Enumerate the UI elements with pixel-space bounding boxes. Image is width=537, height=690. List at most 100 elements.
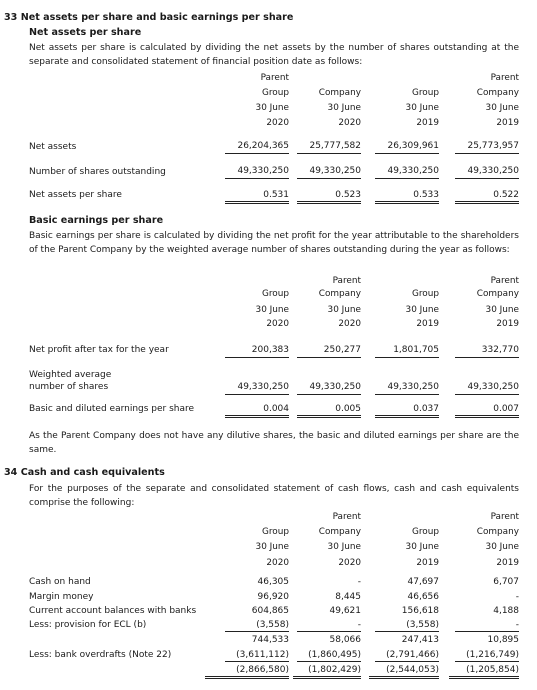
col4-header-l3: 30 June: [485, 542, 519, 552]
cell: (1,860,495): [297, 650, 361, 662]
col1-header-l2: Group: [261, 88, 289, 98]
row-label: Less: provision for ECL (b): [29, 620, 147, 630]
cell: 47,697: [407, 577, 440, 587]
eps-intro-paragraph: Basic earnings per share is calculated b…: [29, 231, 519, 255]
cell: (2,791,466): [375, 650, 439, 662]
col4-header-l1: Parent: [490, 512, 519, 522]
cell: 0.007: [455, 404, 519, 418]
cell: 46,656: [407, 592, 440, 602]
cell: 200,383: [225, 345, 289, 358]
col2-header-l3: 30 June: [327, 103, 361, 113]
col4-header-l3: 30 June: [485, 305, 519, 315]
col2-header-l1: Parent: [332, 276, 361, 286]
col4-header-l1: Parent: [490, 276, 519, 286]
cell: 46,305: [257, 577, 290, 587]
row-label: Current account balances with banks: [29, 606, 197, 616]
col2-header-l3: 30 June: [327, 305, 361, 315]
cell: 96,920: [257, 592, 290, 602]
cell: 49,330,250: [225, 382, 289, 395]
cell: 8,445: [335, 592, 361, 602]
col2-header-l1: Parent: [332, 512, 361, 522]
col3-header-l3: 30 June: [405, 305, 439, 315]
row-label-2: number of shares: [29, 382, 109, 392]
cell: 26,204,365: [225, 141, 289, 154]
cell: 247,413: [401, 635, 439, 645]
cell: 10,895: [487, 635, 520, 645]
col2-header-l4: 2020: [338, 319, 361, 329]
col2-header-l4: 2020: [338, 558, 361, 568]
cell: 49,621: [329, 606, 362, 616]
cell: 49,330,250: [375, 382, 439, 395]
col2-header-l2: Company: [318, 527, 361, 537]
cell: 25,773,957: [455, 141, 519, 154]
cell: -: [455, 620, 519, 632]
col4-header-l4: 2019: [496, 319, 519, 329]
col3-header-l3: 30 June: [405, 103, 439, 113]
col1-header-l3: 30 June: [255, 305, 289, 315]
row-label: Net assets per share: [29, 190, 122, 200]
col1-header-l2: Group: [261, 289, 289, 299]
cell: 49,330,250: [297, 382, 361, 395]
cash-intro-paragraph: For the purposes of the separate and con…: [29, 484, 519, 508]
col2-header-l3: 30 June: [327, 542, 361, 552]
col2-header-l2: Company: [318, 88, 361, 98]
cell: 0.531: [225, 190, 289, 204]
col3-header-l2: Group: [411, 527, 439, 537]
row-label: Net assets: [29, 142, 77, 152]
col1-header-l4: 2020: [266, 558, 289, 568]
cell: 49,330,250: [455, 166, 519, 179]
cell: 0.004: [225, 404, 289, 418]
col1-header-l3: 30 June: [255, 103, 289, 113]
cell: 0.037: [375, 404, 439, 418]
cell: (2,866,580): [205, 665, 289, 679]
row-label: Less: bank overdrafts (Note 22): [29, 650, 172, 660]
cell: (3,558): [375, 620, 439, 632]
col2-header-l1: Parent: [260, 73, 289, 83]
nav-per-share-title: Net assets per share: [29, 27, 142, 38]
col4-header-l1: Parent: [490, 73, 519, 83]
cell: 49,330,250: [225, 166, 289, 179]
col1-header-l4: 2020: [266, 118, 289, 128]
cell: -: [515, 592, 519, 602]
col4-header-l2: Company: [476, 527, 519, 537]
nav-intro-paragraph: Net assets per share is calculated by di…: [29, 43, 519, 67]
col3-header-l4: 2019: [416, 118, 439, 128]
cell: 4,188: [493, 606, 519, 616]
cell: 25,777,582: [297, 141, 361, 154]
col4-header-l2: Company: [476, 88, 519, 98]
col1-header-l2: Group: [261, 527, 289, 537]
row-label: Margin money: [29, 592, 94, 602]
col4-header-l4: 2019: [496, 118, 519, 128]
cell: 58,066: [329, 635, 362, 645]
cell: 1,801,705: [375, 345, 439, 358]
cell: 49,330,250: [297, 166, 361, 179]
cell: 0.533: [375, 190, 439, 204]
col3-header-l4: 2019: [416, 319, 439, 329]
row-label: Net profit after tax for the year: [29, 345, 169, 355]
col3-header-l2: Group: [411, 289, 439, 299]
cell: 26,309,961: [375, 141, 439, 154]
cell: 0.005: [297, 404, 361, 418]
cell: 744,533: [251, 635, 289, 645]
cell: 0.523: [297, 190, 361, 204]
row-label: Cash on hand: [29, 577, 91, 587]
col1-header-l4: 2020: [266, 319, 289, 329]
col4-header-l3: 30 June: [485, 103, 519, 113]
section-33-title: 33 Net assets per share and basic earnin…: [4, 12, 294, 23]
cell: 49,330,250: [455, 382, 519, 395]
row-label: Number of shares outstanding: [29, 167, 166, 177]
cell: (1,216,749): [455, 650, 519, 662]
cell: (3,558): [225, 620, 289, 632]
col1-header-l3: 30 June: [255, 542, 289, 552]
col4-header-l2: Company: [476, 289, 519, 299]
cell: (1,802,429): [293, 665, 361, 679]
cell: -: [357, 577, 361, 587]
col2-header-l4: 2020: [338, 118, 361, 128]
row-label: Basic and diluted earnings per share: [29, 404, 195, 414]
cell: -: [297, 620, 361, 632]
col2-header-l2: Company: [318, 289, 361, 299]
cell: (3,611,112): [225, 650, 289, 662]
col3-header-l4: 2019: [416, 558, 439, 568]
cell: 332,770: [455, 345, 519, 358]
cell: 250,277: [297, 345, 361, 358]
